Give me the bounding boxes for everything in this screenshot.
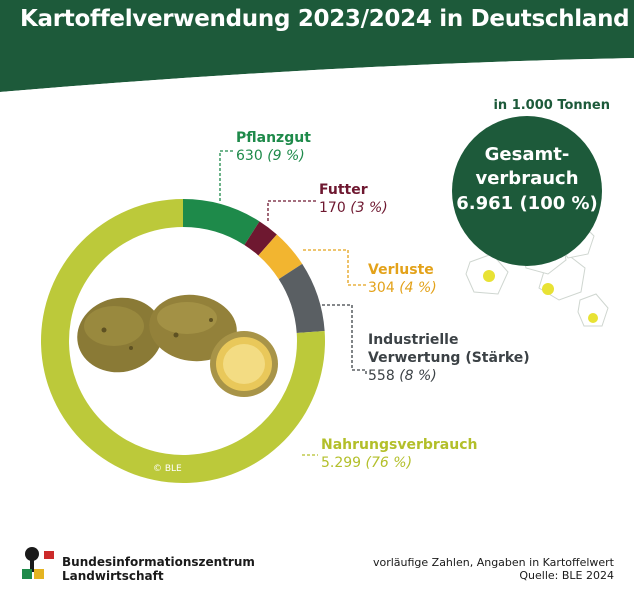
header-background bbox=[0, 0, 634, 96]
label-futter: Futter 170 (3 %) bbox=[319, 181, 388, 217]
slice-label: Futter bbox=[319, 182, 368, 198]
slice-futter bbox=[244, 221, 277, 256]
slice-value: 558 (8 %) bbox=[368, 368, 437, 384]
donut-slices bbox=[41, 199, 326, 483]
leader-lines bbox=[219, 150, 367, 456]
total-consumption-badge: Gesamt-verbrauch 6.961 (100 %) bbox=[452, 116, 602, 266]
slice-industrielle-verwertung bbox=[278, 263, 325, 333]
leader-line-pflanzgut bbox=[219, 150, 234, 201]
label-pflanzgut: Pflanzgut 630 (9 %) bbox=[236, 129, 311, 165]
slice-verluste bbox=[258, 234, 303, 280]
unit-label: in 1.000 Tonnen bbox=[493, 98, 610, 113]
header-banner: Kartoffelverwendung 2023/2024 in Deutsch… bbox=[0, 0, 634, 96]
leader-line-futter bbox=[267, 200, 317, 221]
label-industrielle-verwertung: Industrielle Verwertung (Stärke) 558 (8 … bbox=[368, 331, 530, 385]
leader-line-verluste bbox=[303, 249, 366, 286]
source-note: vorläufige Zahlen, Angaben in Kartoffelw… bbox=[372, 556, 614, 582]
slice-value: 304 (4 %) bbox=[368, 280, 437, 296]
label-nahrungsverbrauch: Nahrungsverbrauch 5.299 (76 %) bbox=[321, 436, 477, 472]
label-verluste: Verluste 304 (4 %) bbox=[368, 261, 437, 297]
slice-pflanzgut bbox=[183, 199, 260, 245]
slice-label: Industrielle bbox=[368, 332, 459, 348]
slice-label: Verluste bbox=[368, 262, 434, 278]
slice-value: 170 (3 %) bbox=[319, 200, 388, 216]
slice-label-line2: Verwertung (Stärke) bbox=[368, 350, 530, 366]
slice-label: Nahrungsverbrauch bbox=[321, 437, 478, 453]
copyright-note: © BLE bbox=[153, 464, 182, 474]
ble-logo-icon bbox=[20, 545, 56, 581]
organization-name: Bundesinformationszentrum Landwirtschaft bbox=[62, 555, 255, 583]
leader-line-industrielle-verwertung bbox=[322, 304, 367, 374]
total-label: Gesamt-verbrauch bbox=[475, 144, 579, 189]
chart-title: Kartoffelverwendung 2023/2024 in Deutsch… bbox=[20, 6, 630, 32]
slice-value: 630 (9 %) bbox=[236, 148, 305, 164]
slice-label: Pflanzgut bbox=[236, 130, 311, 146]
slice-value: 5.299 (76 %) bbox=[321, 455, 413, 471]
total-value: 6.961 (100 %) bbox=[456, 193, 598, 214]
potatoes-illustration bbox=[77, 294, 278, 397]
